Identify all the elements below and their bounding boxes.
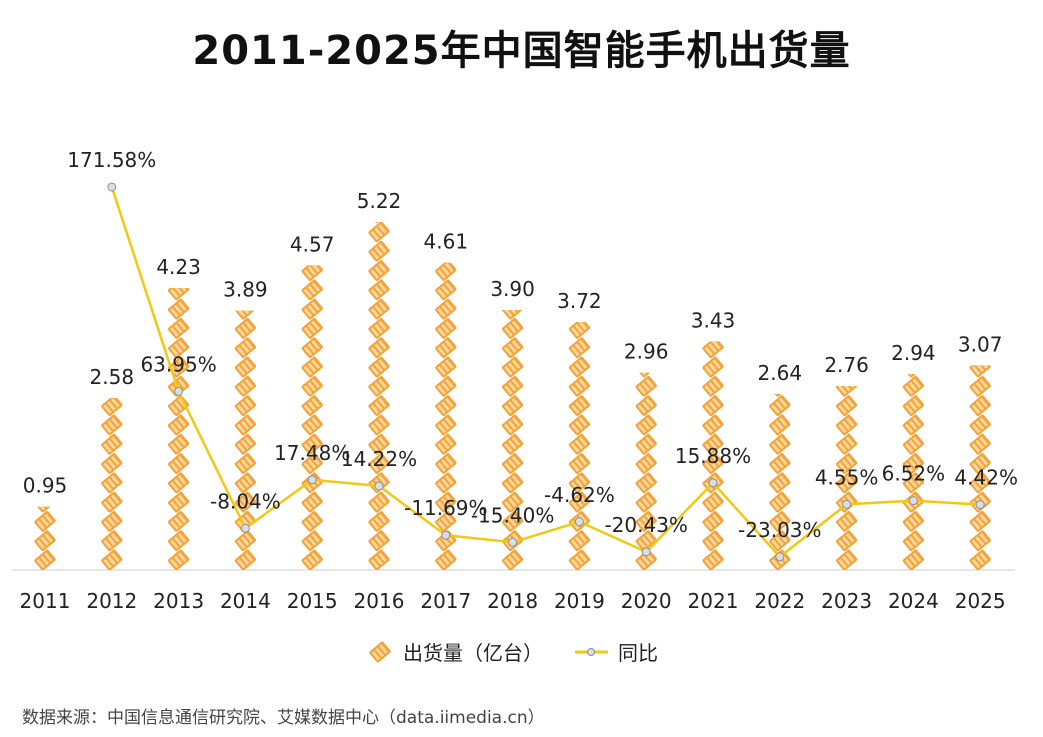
yoy-value-label: -4.62% bbox=[544, 483, 615, 507]
x-tick-label: 2024 bbox=[888, 589, 939, 613]
bar-2025 bbox=[968, 365, 992, 571]
yoy-value-label: 14.22% bbox=[341, 447, 417, 471]
bar-value-label: 4.23 bbox=[156, 255, 201, 279]
bar-value-label: 3.90 bbox=[490, 277, 535, 301]
bar-2015 bbox=[300, 265, 324, 570]
legend-bar-icon bbox=[368, 640, 392, 664]
bar-value-label: 2.76 bbox=[824, 353, 869, 377]
yoy-point-2019 bbox=[574, 517, 584, 527]
yoy-value-label: -23.03% bbox=[738, 518, 821, 542]
yoy-value-label: -20.43% bbox=[604, 513, 687, 537]
yoy-point-2024 bbox=[908, 496, 918, 506]
yoy-point-2020 bbox=[641, 547, 651, 557]
yoy-value-label: -11.69% bbox=[404, 496, 487, 520]
bar-2018 bbox=[501, 310, 524, 570]
legend-marker-icon bbox=[587, 648, 595, 656]
source-note: 数据来源：中国信息通信研究院、艾媒数据中心（data.iimedia.cn） bbox=[22, 708, 545, 728]
x-tick-label: 2018 bbox=[487, 589, 538, 613]
yoy-point-2015 bbox=[307, 475, 317, 485]
x-tick-label: 2016 bbox=[354, 589, 405, 613]
x-tick-label: 2020 bbox=[621, 589, 672, 613]
bar-2020 bbox=[634, 372, 658, 570]
yoy-value-label: 15.88% bbox=[675, 444, 751, 468]
x-tick-label: 2022 bbox=[754, 589, 805, 613]
yoy-value-label: 4.42% bbox=[954, 466, 1018, 490]
x-tick-label: 2019 bbox=[554, 589, 605, 613]
yoy-point-2022 bbox=[775, 552, 785, 562]
yoy-value-label: 4.55% bbox=[815, 465, 879, 489]
bar-2017 bbox=[434, 262, 458, 570]
bar-value-label: 3.72 bbox=[557, 289, 602, 313]
bar-value-label: 3.43 bbox=[691, 308, 736, 332]
bar-value-label: 2.58 bbox=[90, 365, 135, 389]
yoy-value-label: 17.48% bbox=[274, 441, 350, 465]
bar-2012 bbox=[100, 398, 124, 570]
yoy-value-label: -8.04% bbox=[210, 489, 281, 513]
chart-title: 2011-2025年中国智能手机出货量 bbox=[192, 28, 851, 74]
bar-value-label: 3.07 bbox=[958, 332, 1003, 356]
yoy-value-label: -15.40% bbox=[471, 503, 554, 527]
yoy-point-2013 bbox=[174, 386, 184, 396]
yoy-value-label: 171.58% bbox=[67, 148, 156, 172]
yoy-point-2016 bbox=[374, 481, 384, 491]
yoy-point-2025 bbox=[975, 500, 985, 510]
yoy-point-2012 bbox=[107, 182, 117, 192]
bar-value-label: 2.64 bbox=[758, 361, 803, 385]
yoy-point-2018 bbox=[508, 537, 518, 547]
yoy-point-2014 bbox=[240, 523, 250, 533]
bar-value-label: 3.89 bbox=[223, 278, 268, 302]
legend-label-shipments: 出货量（亿台） bbox=[403, 641, 543, 665]
bar-2011 bbox=[33, 506, 57, 570]
legend: 出货量（亿台） 同比 bbox=[368, 640, 658, 665]
x-tick-label: 2011 bbox=[20, 589, 71, 613]
x-tick-label: 2013 bbox=[153, 589, 204, 613]
x-tick-label: 2023 bbox=[821, 589, 872, 613]
yoy-point-2021 bbox=[708, 478, 718, 488]
bar-2016 bbox=[367, 222, 391, 570]
x-tick-label: 2012 bbox=[86, 589, 137, 613]
yoy-value-label: 63.95% bbox=[140, 352, 216, 376]
bar-value-label: 4.61 bbox=[424, 230, 469, 254]
x-tick-label: 2015 bbox=[287, 589, 338, 613]
bar-value-label: 2.94 bbox=[891, 341, 936, 365]
bar-value-label: 5.22 bbox=[357, 189, 402, 213]
bar-value-label: 4.57 bbox=[290, 232, 335, 256]
bar-value-label: 0.95 bbox=[23, 474, 68, 498]
bar-2013 bbox=[167, 288, 190, 570]
x-tick-label: 2017 bbox=[420, 589, 471, 613]
legend-label-yoy: 同比 bbox=[618, 641, 658, 665]
x-tick-label: 2021 bbox=[688, 589, 739, 613]
x-tick-label: 2025 bbox=[955, 589, 1006, 613]
yoy-point-2017 bbox=[441, 530, 451, 540]
yoy-value-label: 6.52% bbox=[882, 462, 946, 486]
yoy-line bbox=[110, 186, 981, 559]
yoy-point-2023 bbox=[842, 499, 852, 509]
bar-2019 bbox=[568, 322, 591, 570]
bar-value-label: 2.96 bbox=[624, 340, 669, 364]
x-tick-label: 2014 bbox=[220, 589, 271, 613]
